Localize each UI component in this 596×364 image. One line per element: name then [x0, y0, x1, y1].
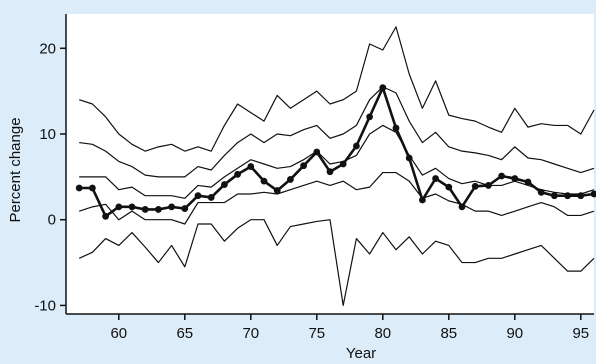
data-point: [247, 163, 255, 170]
x-tick-label: 60: [110, 325, 127, 342]
series-line-3: [79, 124, 595, 199]
x-tick-label: 65: [176, 325, 193, 342]
x-axis-title: Year: [346, 345, 376, 362]
data-point: [128, 203, 136, 211]
x-tick-label: 85: [440, 325, 457, 342]
data-point: [194, 192, 202, 200]
data-point: [471, 182, 479, 190]
data-point: [115, 203, 123, 211]
data-point: [102, 212, 109, 220]
y-tick-label: 0: [48, 212, 56, 229]
data-point: [537, 188, 545, 196]
data-point: [458, 203, 466, 211]
data-point: [485, 182, 492, 189]
data-point: [524, 178, 532, 186]
data-point: [445, 183, 453, 191]
y-tick-label: 10: [39, 126, 56, 143]
data-point: [234, 170, 242, 178]
series-layer: [75, 26, 596, 307]
x-tick-label: 75: [308, 325, 325, 342]
x-tick-label: 80: [374, 325, 391, 342]
data-point: [300, 162, 307, 170]
series-line-main: [79, 86, 595, 218]
ticks-layer: 60 65 70 75 80 85 90 95 -10 0 10 20: [34, 40, 589, 342]
data-point: [181, 205, 189, 212]
data-point: [432, 175, 439, 182]
series-line-5: [78, 219, 595, 307]
data-point: [260, 177, 268, 185]
data-point: [313, 148, 321, 156]
data-point: [405, 154, 413, 162]
series-line-1: [79, 26, 595, 152]
data-point: [590, 190, 596, 198]
data-point: [366, 113, 373, 121]
data-point: [287, 176, 294, 183]
data-point: [353, 142, 360, 150]
data-point: [221, 181, 228, 188]
data-point: [551, 192, 558, 200]
data-point: [339, 160, 347, 168]
x-tick-label: 70: [242, 325, 259, 342]
data-point: [419, 196, 426, 204]
x-tick-label: 95: [572, 325, 589, 342]
data-point: [511, 175, 519, 182]
data-point: [89, 184, 96, 192]
data-point: [392, 124, 400, 132]
axes-layer: [65, 14, 594, 315]
data-point: [564, 192, 571, 200]
data-point: [155, 206, 162, 213]
data-point: [207, 194, 215, 201]
data-point: [379, 84, 387, 92]
data-point: [141, 206, 149, 213]
y-axis-title: Percent change: [7, 117, 24, 222]
data-point: [498, 172, 505, 180]
data-point: [273, 187, 281, 194]
y-tick-label: -10: [34, 297, 56, 314]
series-line-2: [79, 86, 595, 178]
y-tick-label: 20: [39, 40, 56, 57]
data-point: [326, 168, 334, 176]
data-point: [168, 203, 176, 211]
series-line-4: [79, 171, 595, 225]
x-tick-label: 90: [506, 325, 523, 342]
data-point: [577, 192, 585, 200]
data-point: [75, 184, 83, 192]
